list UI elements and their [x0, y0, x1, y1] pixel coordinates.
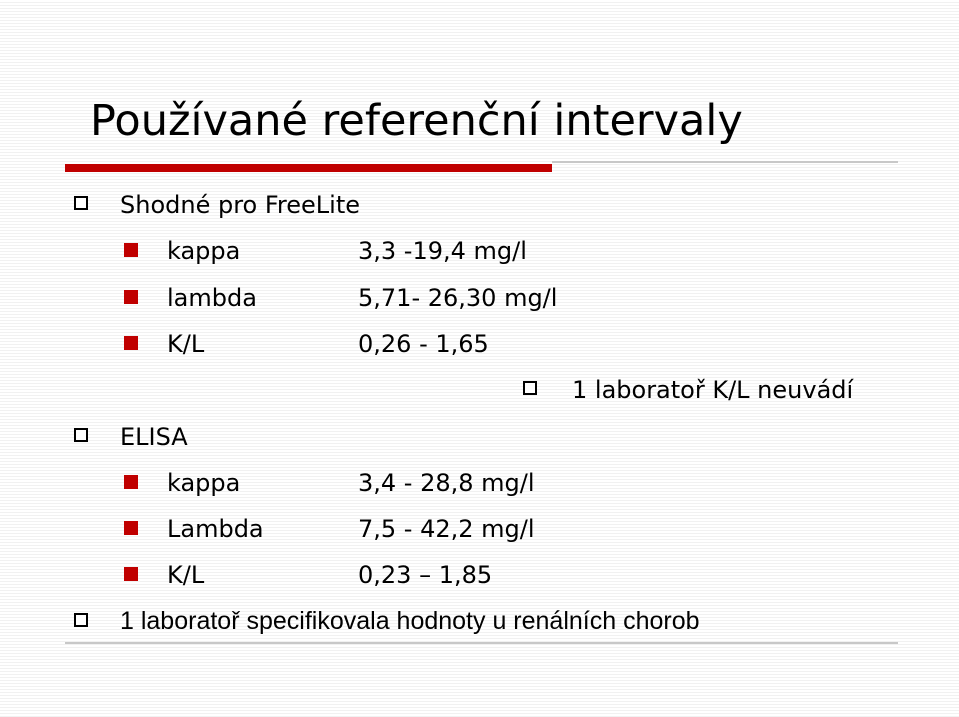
- row-value: 3,4 - 28,8 mg/l: [358, 468, 535, 497]
- title-rule: [552, 161, 898, 163]
- row-label: kappa: [167, 468, 241, 497]
- sub-bullet: [124, 289, 138, 304]
- sub-bullet: [124, 567, 138, 582]
- sub-bullet: [124, 521, 138, 536]
- row-value: 3,3 -19,4 mg/l: [358, 237, 527, 266]
- sub-bullet: [124, 243, 138, 258]
- slide-title: Používané referenční intervaly: [90, 96, 743, 146]
- section-heading: Shodné pro FreeLite: [120, 191, 360, 219]
- row-label: K/L: [167, 561, 205, 590]
- row-value: 5,71- 26,30 mg/l: [358, 283, 558, 312]
- row-value: 0,23 – 1,85: [358, 561, 493, 590]
- bottom-rule: [65, 642, 898, 644]
- footnote: 1 laboratoř specifikovala hodnoty u rená…: [120, 606, 700, 635]
- sub-bullet: [124, 335, 138, 350]
- section-heading: ELISA: [120, 422, 188, 451]
- row-value: 7,5 - 42,2 mg/l: [358, 515, 535, 544]
- bullet: [523, 381, 537, 396]
- note: 1 laboratoř K/L neuvádí: [572, 376, 854, 405]
- row-label: kappa: [167, 237, 241, 266]
- bullet: [74, 612, 88, 627]
- row-label: K/L: [167, 329, 205, 358]
- title-bar: [65, 164, 552, 172]
- sub-bullet: [124, 474, 138, 489]
- row-label: Lambda: [167, 515, 264, 544]
- row-label: lambda: [167, 283, 257, 312]
- row-value: 0,26 - 1,65: [358, 329, 489, 358]
- bullet: [74, 196, 88, 210]
- bullet: [74, 427, 88, 442]
